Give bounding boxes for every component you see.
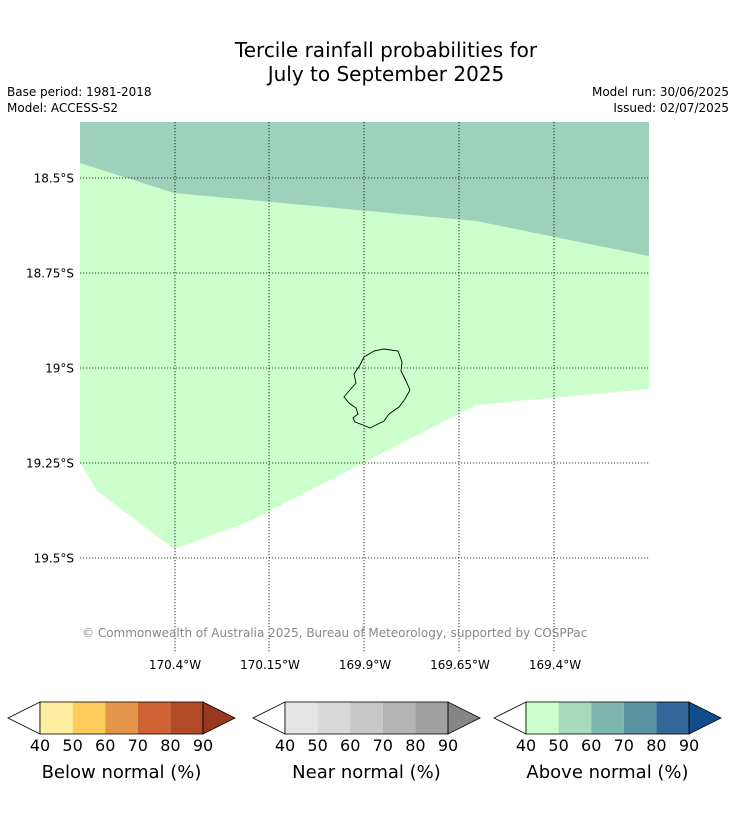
colorbar-legends: 40 50 60 70 80 90 Below normal (%) 40 50 60 70 80 90… [7, 701, 722, 783]
colorbar-low-extend [7, 701, 41, 735]
lat-label-18-75: 18.75°S [26, 267, 74, 281]
colorbar-near: 40 50 60 70 80 90 Near normal (%) [252, 701, 481, 783]
colorbar-tick-label: 60 [581, 736, 601, 755]
colorbar-tick-label: 60 [340, 736, 360, 755]
colorbar-tick-label: 40 [516, 736, 536, 755]
colorbar-title: Below normal (%) [42, 762, 202, 783]
colorbar-segment [72, 702, 106, 734]
colorbar-tick-label: 50 [62, 736, 82, 755]
colorbar-segment [40, 702, 73, 734]
colorbar-tick-label: 80 [160, 736, 180, 755]
colorbar-segment [656, 702, 689, 734]
colorbar-below: 40 50 60 70 80 90 Below normal (%) [7, 701, 236, 783]
colorbar-frame [284, 701, 449, 735]
colorbar-title: Near normal (%) [292, 762, 441, 783]
meta-left: Base period: 1981-2018 Model: ACCESS-S2 [7, 84, 152, 116]
colorbar-low-extend [493, 701, 527, 735]
colorbar-tick-label: 90 [193, 736, 213, 755]
colorbar-tick-label: 70 [373, 736, 393, 755]
colorbar-tick-label: 70 [128, 736, 148, 755]
colorbar-tick-label: 50 [548, 736, 568, 755]
lon-label-170-4: 170.4°W [149, 658, 201, 672]
lat-label-19-5: 19.5°S [34, 552, 74, 566]
colorbar-segment [137, 702, 171, 734]
lon-label-169-4: 169.4°W [529, 658, 581, 672]
model-run: Model run: 30/06/2025 [591, 85, 729, 99]
colorbar-segment [591, 702, 624, 734]
graticule [80, 122, 649, 653]
colorbar-frame [39, 701, 204, 735]
base-period: Base period: 1981-2018 [7, 85, 152, 99]
colorbar-tick-label: 40 [275, 736, 295, 755]
map-plot-area: © Commonwealth of Australia 2025, Bureau… [80, 122, 649, 653]
longitude-labels: 170.4°W 170.15°W 169.9°W 169.65°W 169.4°… [149, 658, 581, 672]
colorbar-low-extend [252, 701, 286, 735]
colorbar-segment [526, 702, 559, 734]
latitude-labels: 18.5°S 18.75°S 19°S 19.25°S 19.5°S [26, 172, 74, 566]
title-line-1: Tercile rainfall probabilities for [234, 38, 538, 62]
issued-date: Issued: 02/07/2025 [613, 101, 729, 115]
above-normal-40-50-region [80, 122, 649, 549]
colorbar-above: 40 50 60 70 80 90 Above normal (%) [493, 701, 722, 783]
map-title: Tercile rainfall probabilities for July … [0, 38, 736, 86]
colorbar-tick-label: 80 [405, 736, 425, 755]
colorbar-segment [623, 702, 657, 734]
colorbar-segment [350, 702, 383, 734]
island-outline [343, 348, 411, 429]
colorbar-tick-label: 90 [438, 736, 458, 755]
colorbar-frame [525, 701, 690, 735]
model-name: Model: ACCESS-S2 [7, 101, 119, 115]
lat-label-19: 19°S [45, 362, 74, 376]
above-normal-50-60-region [80, 122, 649, 256]
meta-right: Model run: 30/06/2025 Issued: 02/07/2025 [592, 84, 729, 116]
lon-label-169-9: 169.9°W [339, 658, 391, 672]
colorbar-high-extend [202, 701, 236, 735]
colorbar-high-extend [447, 701, 481, 735]
colorbar-segment [558, 702, 592, 734]
colorbar-segment [415, 702, 448, 734]
lon-label-169-65: 169.65°W [430, 658, 490, 672]
colorbar-tick-label: 70 [614, 736, 634, 755]
colorbar-tick-label: 50 [307, 736, 327, 755]
colorbar-segment [170, 702, 203, 734]
lat-label-18-5: 18.5°S [34, 172, 74, 186]
colorbar-segment [317, 702, 351, 734]
colorbar-title: Above normal (%) [526, 762, 688, 783]
colorbar-tick-label: 40 [30, 736, 50, 755]
colorbar-segment [285, 702, 318, 734]
colorbar-tick-label: 60 [95, 736, 115, 755]
copyright-notice: © Commonwealth of Australia 2025, Bureau… [82, 626, 587, 640]
title-line-2: July to September 2025 [267, 62, 505, 86]
colorbar-segment [382, 702, 416, 734]
colorbar-high-extend [688, 701, 722, 735]
lat-label-19-25: 19.25°S [26, 457, 74, 471]
lon-label-170-15: 170.15°W [240, 658, 300, 672]
colorbar-tick-label: 80 [646, 736, 666, 755]
colorbar-segment [105, 702, 138, 734]
colorbar-tick-label: 90 [679, 736, 699, 755]
